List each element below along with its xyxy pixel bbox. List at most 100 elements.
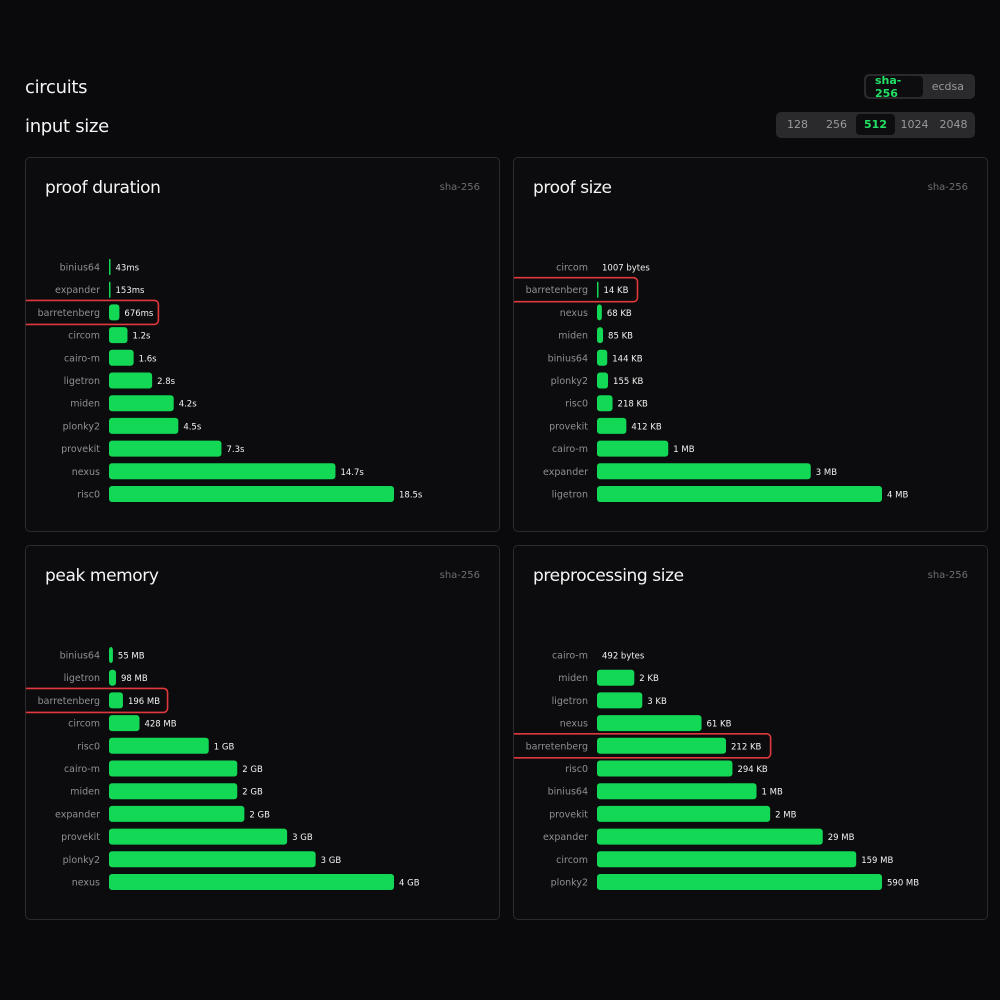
category-label: plonky2 (63, 855, 100, 866)
bar (109, 327, 128, 344)
value-label: 3 GB (321, 856, 342, 866)
category-label: miden (70, 399, 100, 410)
category-label: cairo-m (552, 651, 588, 662)
value-label: 18.5s (399, 491, 423, 501)
category-label: ligetron (64, 376, 100, 387)
category-label: plonky2 (551, 878, 588, 889)
bar (109, 760, 238, 777)
value-label: 3 MB (816, 468, 837, 478)
value-label: 68 KB (607, 309, 632, 319)
bar (109, 874, 394, 890)
bar (109, 304, 120, 321)
value-label: 85 KB (608, 332, 633, 342)
proof-size-chart: circom 1007 bytes barretenberg 14 KB nexus 68… (514, 263, 908, 502)
bar (597, 463, 811, 480)
bar (597, 440, 669, 457)
proof-size-panel: proof size sha-256 circom 1007 bytes barre… (513, 157, 988, 532)
bar (109, 715, 140, 732)
category-label: risc0 (565, 764, 588, 775)
bar (597, 327, 604, 344)
bar (597, 715, 702, 732)
highlight-box (514, 733, 772, 759)
category-label: barretenberg (38, 696, 100, 707)
value-label: 590 MB (887, 879, 919, 889)
value-label: 43ms (116, 264, 140, 274)
category-label: circom (68, 719, 100, 730)
category-label: nexus (72, 878, 100, 889)
bar (597, 281, 599, 298)
value-label: 14 KB (604, 286, 629, 296)
input-size-option-512[interactable]: 512 (856, 114, 895, 135)
value-label: 676ms (124, 309, 154, 319)
highlight-box (514, 276, 639, 303)
value-label: 428 MB (144, 720, 176, 730)
category-label: cairo-m (552, 444, 588, 455)
panel-circuit-tag: sha-256 (439, 570, 480, 581)
bar (597, 669, 635, 686)
bar (597, 395, 613, 412)
value-label: 98 MB (121, 674, 148, 684)
category-label: ligetron (64, 673, 100, 684)
preprocessing-size-panel: preprocessing size sha-256 cairo-m 492 by… (513, 545, 988, 920)
value-label: 4 MB (887, 491, 908, 501)
highlight-box (26, 687, 169, 714)
circuit-selector: sha-256 ecdsa (864, 74, 975, 100)
category-label: miden (558, 331, 588, 342)
input-size-option-1024[interactable]: 1024 (900, 118, 929, 131)
category-label: binius64 (60, 651, 100, 662)
category-label: nexus (72, 467, 100, 478)
value-label: 212 KB (731, 742, 761, 752)
bar (109, 783, 238, 800)
category-label: risc0 (565, 399, 588, 410)
bar (109, 805, 245, 822)
category-label: risc0 (77, 741, 100, 752)
category-label: ligetron (552, 490, 588, 501)
value-label: 3 GB (292, 833, 313, 843)
value-label: 1 MB (673, 445, 694, 455)
value-label: 4.2s (179, 400, 198, 410)
input-size-option-128[interactable]: 128 (787, 118, 808, 131)
input-size-selector: 128 256 512 1024 2048 (776, 112, 975, 138)
value-label: 7.3s (226, 445, 245, 455)
bar (597, 349, 608, 366)
bar (597, 737, 727, 754)
value-label: 55 MB (118, 652, 145, 662)
circuit-option-ecdsa[interactable]: ecdsa (931, 80, 964, 93)
input-size-option-2048[interactable]: 2048 (939, 118, 968, 131)
bar (109, 828, 288, 845)
bar (597, 486, 882, 502)
input-size-option-256[interactable]: 256 (826, 118, 847, 131)
category-label: nexus (560, 719, 588, 730)
value-label: 2 GB (242, 788, 263, 798)
category-label: plonky2 (63, 421, 100, 432)
value-label: 61 KB (707, 720, 732, 730)
bar (597, 372, 609, 389)
value-label: 1007 bytes (602, 264, 650, 274)
bar (109, 737, 209, 754)
bar (597, 828, 823, 845)
value-label: 412 KB (631, 422, 661, 432)
bar (597, 851, 857, 868)
category-label: barretenberg (526, 741, 588, 752)
preprocessing-size-chart: cairo-m 492 bytes miden 2 KB ligetron 3 KB nex… (514, 651, 919, 890)
value-label: 492 bytes (602, 652, 645, 662)
value-label: 155 KB (613, 377, 643, 387)
bar (597, 417, 627, 434)
circuit-option-sha-256[interactable]: sha-256 (866, 74, 923, 100)
proof-duration-chart: binius64 43ms expander 153ms barretenberg 676… (26, 259, 423, 502)
category-label: risc0 (77, 490, 100, 501)
category-label: expander (55, 809, 100, 820)
category-label: provekit (549, 809, 588, 820)
peak-memory-chart: binius64 55 MB ligetron 98 MB barretenberg 19… (26, 647, 420, 890)
value-label: 2 KB (639, 674, 659, 684)
bar (109, 395, 174, 412)
peak-memory-panel: peak memory sha-256 binius64 55 MB ligetro… (25, 545, 500, 920)
value-label: 2 MB (775, 810, 796, 820)
category-label: circom (556, 263, 588, 274)
value-label: 1 MB (762, 788, 783, 798)
value-label: 1.2s (132, 332, 151, 342)
input-size-label: input size (25, 116, 109, 137)
value-label: 14.7s (340, 468, 364, 478)
bar (109, 259, 111, 275)
category-label: binius64 (548, 353, 588, 364)
